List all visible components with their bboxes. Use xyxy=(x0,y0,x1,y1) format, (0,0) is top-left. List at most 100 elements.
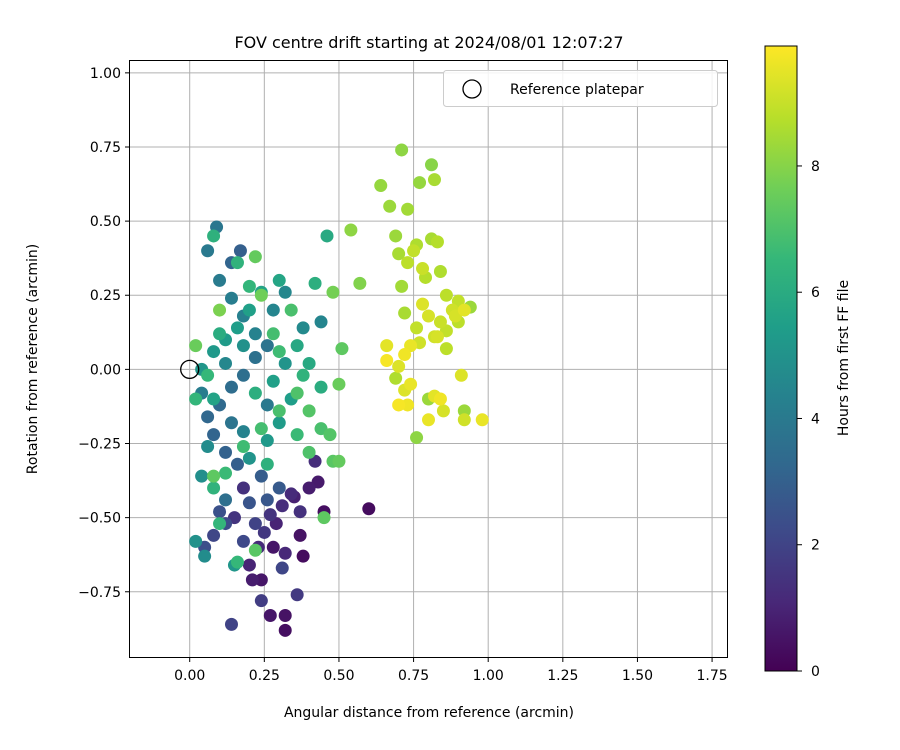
scatter-point xyxy=(266,540,280,554)
scatter-point xyxy=(248,351,262,365)
scatter-point xyxy=(213,273,227,287)
scatter-point xyxy=(207,392,221,406)
scatter-point xyxy=(436,404,450,418)
scatter-point xyxy=(422,309,435,323)
scatter-point xyxy=(189,392,203,406)
x-tick-label: 0.25 xyxy=(249,668,280,684)
legend-label-reference: Reference platepar xyxy=(510,82,644,98)
scatter-point xyxy=(201,244,215,258)
scatter-point xyxy=(219,466,233,480)
scatter-point xyxy=(439,342,453,356)
scatter-point xyxy=(260,493,274,507)
scatter-point xyxy=(266,327,280,341)
scatter-point xyxy=(284,487,298,501)
scatter-point xyxy=(236,481,250,495)
scatter-point xyxy=(433,315,447,329)
y-tick-label: 0.50 xyxy=(90,214,121,230)
scatter-point xyxy=(457,404,471,418)
scatter-point xyxy=(254,469,268,483)
colorbar-ticks: 0 2 4 6 8 xyxy=(797,159,820,680)
scatter-point xyxy=(374,179,388,193)
scatter-point xyxy=(201,410,215,424)
scatter-point xyxy=(433,392,447,406)
scatter-point xyxy=(260,434,274,448)
legend: Reference platepar xyxy=(443,70,718,107)
scatter-point xyxy=(383,199,397,213)
scatter-point xyxy=(430,330,444,344)
colorbar-tick-label: 6 xyxy=(811,285,820,301)
x-tick-label: 1.00 xyxy=(473,668,504,684)
scatter-point xyxy=(213,505,227,519)
plot-frame xyxy=(129,60,728,658)
scatter-point xyxy=(254,573,268,587)
scatter-point xyxy=(230,321,244,335)
scatter-point xyxy=(284,303,298,317)
scatter-point xyxy=(230,256,244,270)
scatter-point xyxy=(296,321,310,335)
data-points xyxy=(180,143,489,637)
scatter-point xyxy=(242,303,256,317)
scatter-point xyxy=(407,244,421,258)
scatter-point xyxy=(395,143,409,157)
y-tick-label: 0.00 xyxy=(90,362,121,378)
scatter-point xyxy=(404,377,418,391)
scatter-point xyxy=(242,558,256,572)
scatter-point xyxy=(213,327,227,341)
scatter-point xyxy=(219,356,233,370)
scatter-point xyxy=(389,229,403,243)
grid xyxy=(130,61,727,657)
scatter-point xyxy=(224,291,238,305)
x-tick-label: 0.50 xyxy=(323,668,354,684)
scatter-point xyxy=(344,223,358,237)
scatter-point xyxy=(236,534,250,548)
scatter-point xyxy=(224,416,238,430)
scatter-point xyxy=(395,279,409,293)
colorbar-label: Hours from first FF file xyxy=(836,280,852,436)
y-tick-label: 1.00 xyxy=(90,66,121,82)
colorbar-tick-label: 0 xyxy=(811,664,820,680)
legend-box xyxy=(443,70,718,107)
scatter-point xyxy=(207,481,221,495)
scatter-point xyxy=(272,481,286,495)
x-axis-ticks: 0.00 0.25 0.50 0.75 1.00 1.25 1.50 1.75 xyxy=(174,657,728,684)
scatter-point xyxy=(266,374,280,388)
scatter-point xyxy=(248,327,262,341)
colorbar-tick-label: 2 xyxy=(811,538,820,554)
scatter-point xyxy=(242,496,256,510)
scatter-point xyxy=(290,386,304,400)
scatter-point xyxy=(207,528,221,542)
scatter-point xyxy=(236,439,250,453)
scatter-point xyxy=(454,368,468,382)
chart-title: FOV centre drift starting at 2024/08/01 … xyxy=(234,33,623,52)
scatter-point xyxy=(245,573,259,587)
scatter-point xyxy=(272,345,286,359)
colorbar: 0 2 4 6 8 Hours from first FF file xyxy=(764,45,852,680)
scatter-point xyxy=(260,398,274,412)
colorbar-frame xyxy=(764,45,798,672)
scatter-point xyxy=(326,285,340,299)
scatter-point xyxy=(422,413,435,427)
scatter-point xyxy=(278,623,292,637)
scatter-point xyxy=(272,404,286,418)
scatter-point xyxy=(263,508,277,522)
scatter-point xyxy=(457,413,471,427)
reference-platepar-marker xyxy=(180,359,200,380)
scatter-point xyxy=(278,285,292,299)
colorbar-gradient xyxy=(765,46,797,671)
scatter-point xyxy=(266,303,280,317)
scatter-point xyxy=(219,445,233,459)
scatter-point xyxy=(260,339,274,353)
scatter-point xyxy=(201,368,215,382)
scatter-point xyxy=(302,481,316,495)
scatter-point xyxy=(314,315,328,329)
x-tick-label: 1.75 xyxy=(696,668,727,684)
scatter-point xyxy=(248,517,262,531)
scatter-point xyxy=(198,549,212,563)
x-axis-label: Angular distance from reference (arcmin) xyxy=(284,705,574,721)
x-tick-label: 1.50 xyxy=(622,668,653,684)
scatter-point xyxy=(475,413,489,427)
scatter-point xyxy=(380,339,394,353)
scatter-point xyxy=(201,439,215,453)
scatter-point xyxy=(398,348,412,362)
